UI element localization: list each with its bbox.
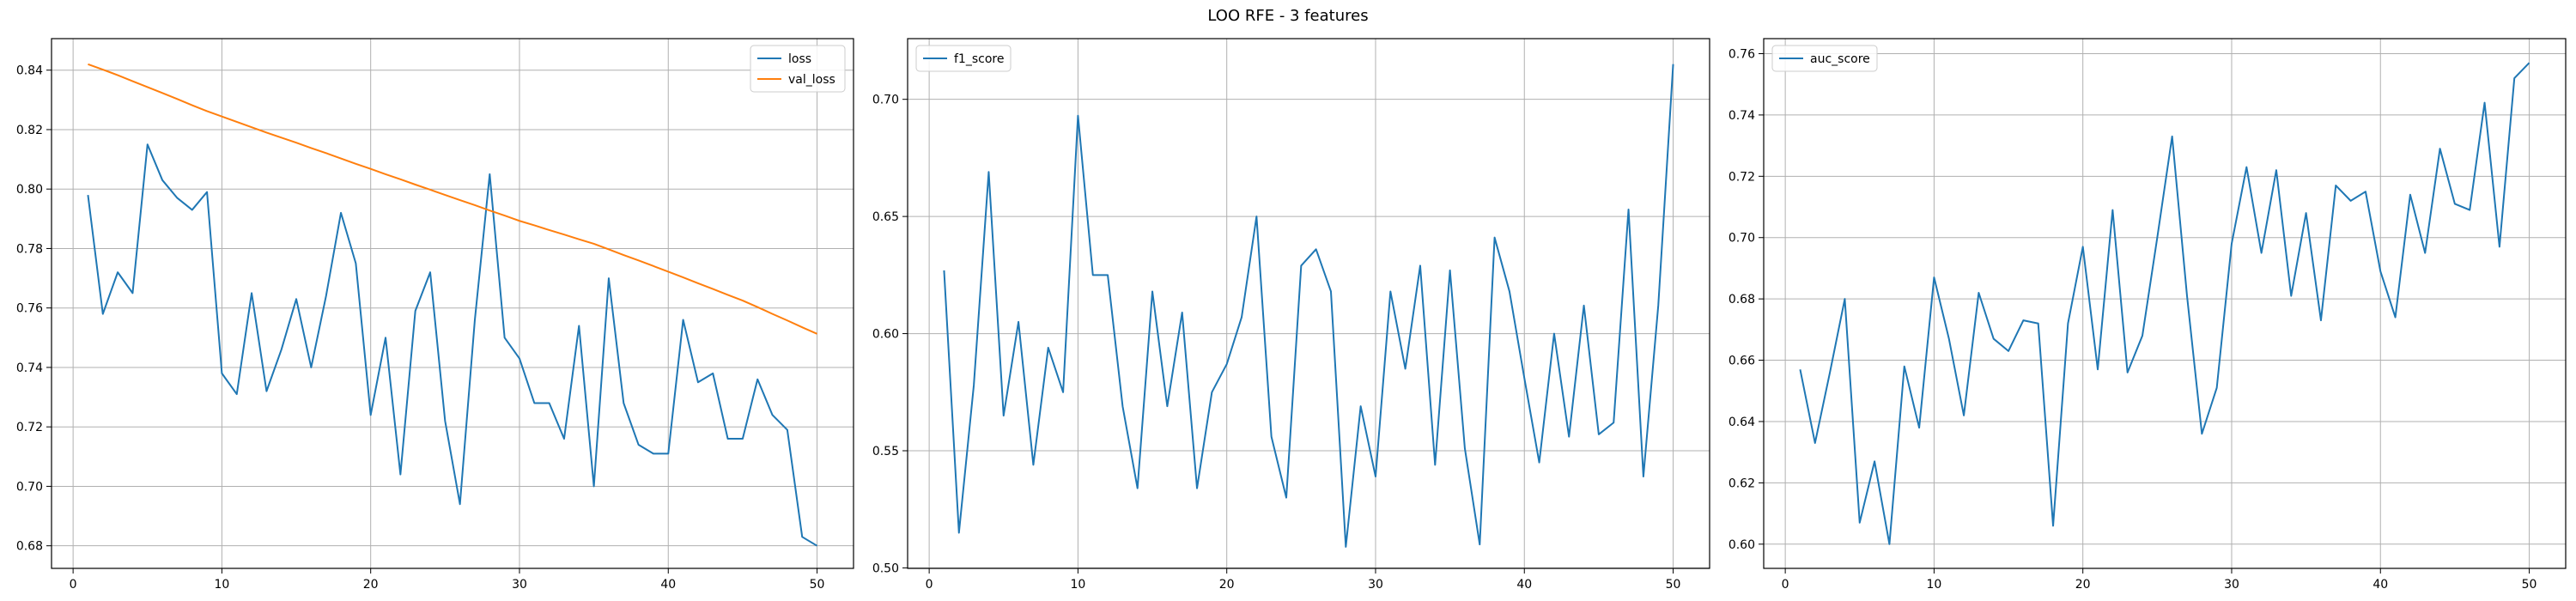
grid <box>52 39 854 568</box>
y-tick-label: 0.60 <box>1728 538 1755 552</box>
axes-frame <box>51 38 854 569</box>
figure-title: LOO RFE - 3 features <box>1207 7 1369 25</box>
legend-label: f1_score <box>954 52 1004 66</box>
legend-box <box>750 45 846 93</box>
y-tick-label: 0.55 <box>872 445 899 458</box>
y-tick-label: 0.64 <box>1728 416 1755 429</box>
y-tick-label: 0.74 <box>16 361 43 375</box>
y-tick-label: 0.68 <box>16 540 43 554</box>
y-tick-label: 0.78 <box>16 242 43 256</box>
legend-label: auc_score <box>1810 52 1870 66</box>
y-tick-label: 0.72 <box>1728 170 1755 184</box>
legend: auc_score <box>1771 45 1878 72</box>
y-tick-label: 0.84 <box>16 64 43 78</box>
grid <box>1764 39 2566 568</box>
y-tick-label: 0.76 <box>1728 47 1755 61</box>
series-line-auc_score <box>1799 62 2530 545</box>
axes-frame <box>1763 38 2567 569</box>
x-tick-label: 40 <box>2372 578 2388 592</box>
y-tick-label: 0.65 <box>872 210 899 224</box>
subplot-1: 0 10 20 30 40 50 0.68 0.70 0.72 0.74 0.76 0.78 0.80 0… <box>16 38 854 592</box>
y-tick-label: 0.80 <box>16 183 43 197</box>
x-tick-label: 40 <box>1516 578 1532 592</box>
y-tick-label: 0.82 <box>16 124 43 137</box>
x-tick-label: 10 <box>1070 578 1085 592</box>
legend-box <box>1771 45 1878 72</box>
x-tick-label: 30 <box>2224 578 2239 592</box>
x-tick-label: 50 <box>810 578 825 592</box>
x-tick-label: 30 <box>1368 578 1383 592</box>
y-tick-label: 0.74 <box>1728 109 1755 123</box>
x-tick-label: 20 <box>363 578 379 592</box>
y-tick-label: 0.66 <box>1728 355 1755 368</box>
x-tick-label: 10 <box>214 578 229 592</box>
legend: f1_score <box>915 45 1012 72</box>
x-tick-label: 20 <box>1219 578 1235 592</box>
y-tick-label: 0.76 <box>16 302 43 316</box>
legend-label: loss <box>788 52 811 66</box>
y-tick-label: 0.68 <box>1728 293 1755 307</box>
x-tick-label: 10 <box>1926 578 1941 592</box>
x-tick-label: 40 <box>660 578 676 592</box>
subplot-2: 0 10 20 30 40 50 0.50 0.55 0.60 0.65 0.70 f1_score <box>872 38 1710 592</box>
y-tick-label: 0.60 <box>872 328 899 342</box>
y-tick-label: 0.50 <box>872 562 899 575</box>
legend: loss val_loss <box>750 45 846 93</box>
x-tick-label: 30 <box>512 578 527 592</box>
legend-label: val_loss <box>788 73 835 87</box>
x-tick-label: 0 <box>70 578 77 592</box>
y-tick-label: 0.70 <box>872 94 899 107</box>
y-tick-label: 0.70 <box>1728 232 1755 246</box>
legend-box <box>915 45 1012 72</box>
axes-frame <box>907 38 1710 569</box>
subplot-3: 0 10 20 30 40 50 0.60 0.62 0.64 0.66 0.68 0.70 0.72 0… <box>1728 38 2567 592</box>
y-tick-label: 0.70 <box>16 480 43 494</box>
x-tick-label: 0 <box>1782 578 1789 592</box>
series-line-val_loss <box>88 63 817 335</box>
x-tick-label: 50 <box>1666 578 1681 592</box>
x-tick-label: 0 <box>926 578 933 592</box>
grid <box>908 39 1710 568</box>
series-line-f1_score <box>943 64 1674 548</box>
y-tick-label: 0.72 <box>16 421 43 434</box>
x-tick-label: 20 <box>2075 578 2091 592</box>
series-line-loss <box>87 143 818 547</box>
x-tick-label: 50 <box>2522 578 2537 592</box>
y-tick-label: 0.62 <box>1728 477 1755 490</box>
